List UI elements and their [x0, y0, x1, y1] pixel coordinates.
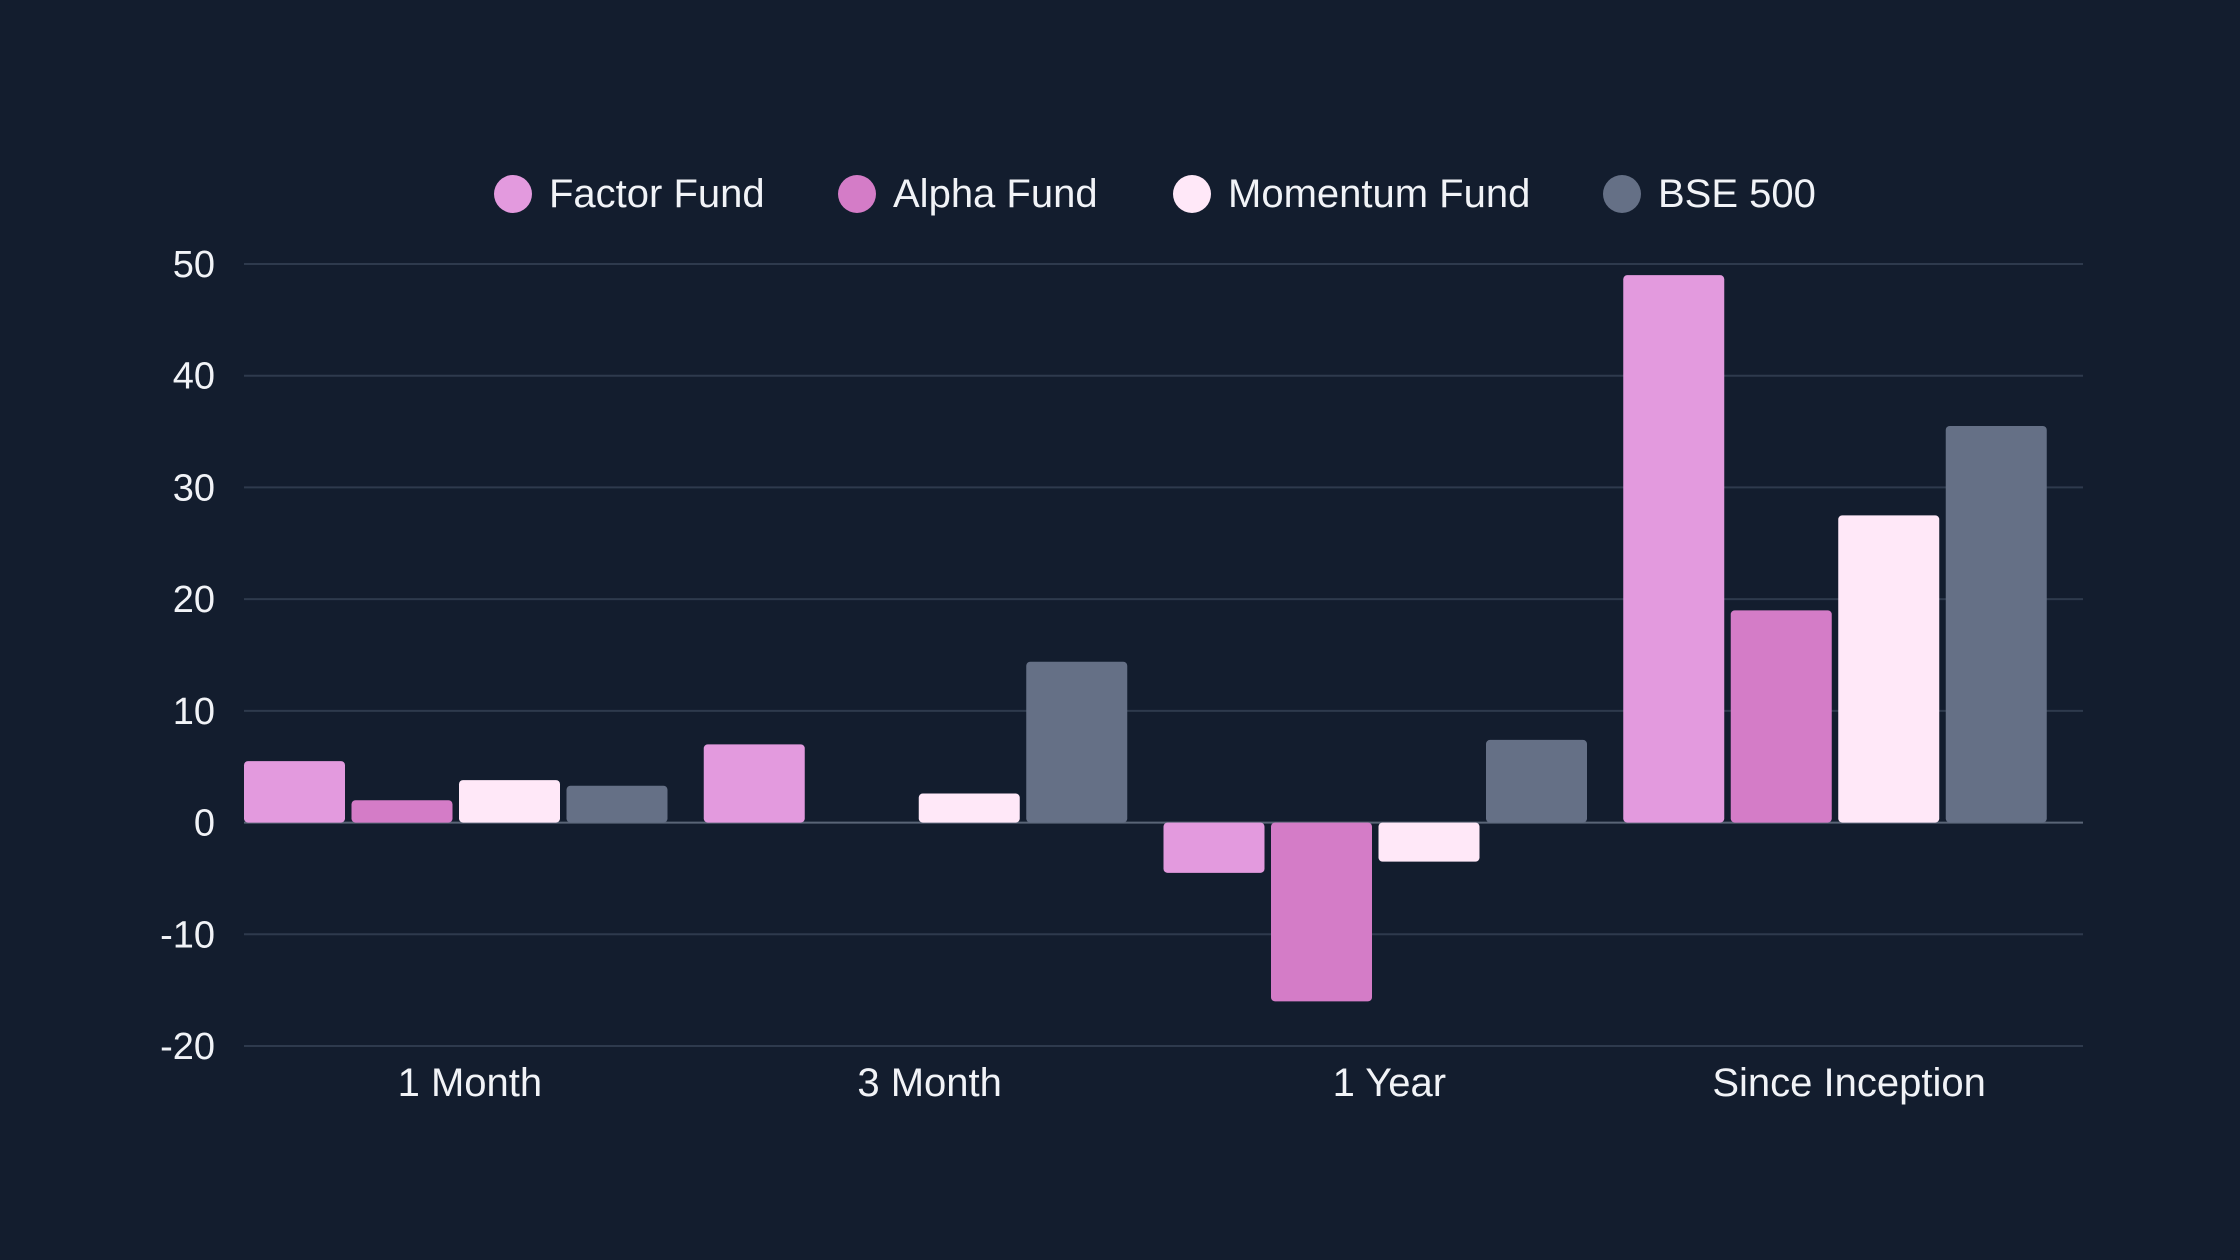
- y-tick-label: 40: [173, 356, 215, 398]
- legend-swatch-icon: [494, 175, 532, 213]
- y-tick-label: -20: [160, 1026, 215, 1068]
- bar-alpha-fund-2: [1271, 822, 1372, 1002]
- bar-bse-500-2: [1486, 739, 1587, 823]
- legend-swatch-icon: [838, 175, 876, 213]
- x-category-label: 3 Month: [857, 1061, 1002, 1105]
- x-category-label: 1 Year: [1333, 1061, 1446, 1105]
- y-tick-label: 30: [173, 467, 215, 509]
- bar-factor-fund-3: [1623, 275, 1725, 823]
- bar-factor-fund-1: [703, 744, 805, 823]
- bar-momentum-fund-2: [1378, 822, 1480, 862]
- legend-label: Momentum Fund: [1228, 172, 1530, 216]
- y-tick-label: 0: [194, 803, 215, 845]
- x-axis-categories: 1 Month 3 Month 1 Year Since Inception: [398, 1061, 1986, 1105]
- bar-alpha-fund-3: [1730, 610, 1832, 823]
- y-tick-label: 10: [173, 691, 215, 733]
- bar-momentum-fund-1: [918, 793, 1020, 823]
- legend-label: Factor Fund: [549, 172, 765, 216]
- y-tick-label: -10: [160, 914, 215, 956]
- bars: [244, 275, 2047, 1002]
- y-tick-label: 20: [173, 579, 215, 621]
- bar-factor-fund-2: [1163, 822, 1265, 873]
- y-tick-label: 50: [173, 244, 215, 286]
- legend-label: Alpha Fund: [893, 172, 1098, 216]
- bar-bse-500-3: [1945, 425, 2047, 823]
- y-axis-ticks: 50 40 30 20 10 0 -10 -20: [160, 244, 215, 1068]
- x-category-label: 1 Month: [398, 1061, 543, 1105]
- legend-swatch-icon: [1603, 175, 1641, 213]
- bar-factor-fund-0: [244, 761, 345, 823]
- legend-label: BSE 500: [1658, 172, 1816, 216]
- x-category-label: Since Inception: [1712, 1061, 1986, 1105]
- bar-momentum-fund-3: [1838, 515, 1940, 823]
- bar-bse-500-1: [1026, 661, 1128, 823]
- bar-alpha-fund-0: [351, 800, 453, 823]
- legend: Factor Fund Alpha Fund Momentum Fund BSE 50…: [494, 172, 1816, 216]
- legend-swatch-icon: [1173, 175, 1211, 213]
- bar-momentum-fund-0: [459, 780, 560, 823]
- bar-bse-500-0: [566, 785, 668, 823]
